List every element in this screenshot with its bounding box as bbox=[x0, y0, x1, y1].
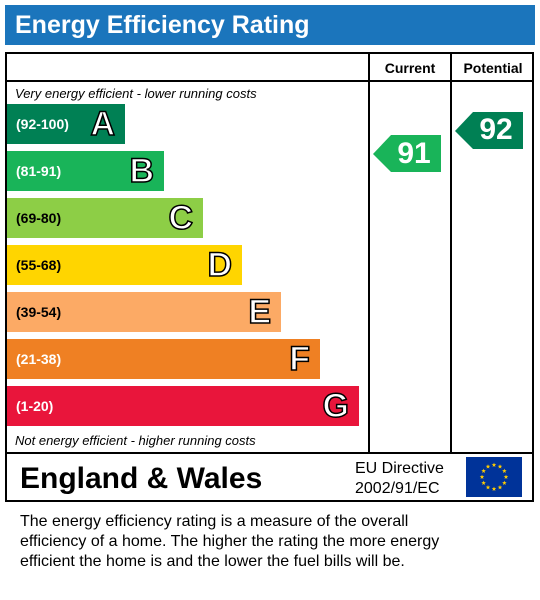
country-label: England & Wales bbox=[20, 462, 263, 495]
current-column-header: Current bbox=[384, 60, 436, 76]
current-rating-value: 91 bbox=[397, 137, 431, 170]
band-letter: C bbox=[168, 198, 194, 238]
band-range-label: (92-100) bbox=[16, 116, 69, 132]
eu-star-icon bbox=[481, 480, 486, 485]
eu-star-icon bbox=[485, 464, 491, 469]
eu-star-icon bbox=[479, 474, 485, 479]
rating-band-e: (39-54) E bbox=[7, 292, 281, 332]
band-letter: D bbox=[207, 245, 233, 285]
eu-star-icon bbox=[491, 462, 497, 467]
band-range-label: (1-20) bbox=[16, 398, 54, 414]
band-letter: A bbox=[90, 104, 116, 144]
eu-star-icon bbox=[481, 468, 486, 473]
rating-band-b: (81-91) B bbox=[7, 151, 164, 191]
potential-rating-value: 92 bbox=[479, 113, 513, 146]
description-line: efficiency of a home. The higher the rat… bbox=[20, 533, 440, 550]
eu-star-icon bbox=[503, 474, 509, 479]
chart-title: Energy Efficiency Rating bbox=[15, 11, 310, 39]
rating-band-a: (92-100) A bbox=[7, 104, 125, 144]
potential-rating-arrow bbox=[455, 112, 523, 149]
rating-description: The energy efficiency rating is a measur… bbox=[20, 512, 530, 572]
potential-column-header: Potential bbox=[463, 60, 523, 76]
eu-star-icon bbox=[491, 486, 497, 491]
current-rating-arrow bbox=[373, 135, 441, 172]
rating-band-f: (21-38) F bbox=[7, 339, 320, 379]
eu-directive-number: 2002/91/EC bbox=[355, 480, 440, 497]
eu-star-icon bbox=[497, 464, 503, 469]
description-line: efficient the home is and the lower the … bbox=[20, 553, 405, 570]
column-header-divider bbox=[5, 80, 534, 82]
eu-flag-icon bbox=[466, 457, 522, 497]
description-line: The energy efficiency rating is a measur… bbox=[20, 513, 409, 530]
band-letter: E bbox=[248, 292, 272, 332]
eu-star-icon bbox=[502, 480, 507, 485]
current-column-divider bbox=[368, 52, 370, 452]
potential-column-divider bbox=[450, 52, 452, 452]
not-efficient-note: Not energy efficient - higher running co… bbox=[15, 433, 256, 448]
eu-directive-label: EU Directive bbox=[355, 460, 444, 477]
band-letter: G bbox=[322, 386, 350, 426]
eu-star-icon bbox=[502, 468, 507, 473]
potential-rating-arrow-shape bbox=[455, 112, 523, 149]
eu-star-icon bbox=[497, 484, 503, 490]
band-range-label: (21-38) bbox=[16, 351, 62, 367]
band-range-label: (55-68) bbox=[16, 257, 62, 273]
rating-band-c: (69-80) C bbox=[7, 198, 203, 238]
eu-star-icon bbox=[485, 484, 491, 490]
rating-table bbox=[5, 52, 534, 502]
very-efficient-note: Very energy efficient - lower running co… bbox=[15, 86, 257, 101]
rating-band-d: (55-68) D bbox=[7, 245, 242, 285]
current-rating-arrow-shape bbox=[373, 135, 441, 172]
footer-divider bbox=[5, 452, 534, 454]
band-range-label: (39-54) bbox=[16, 304, 62, 320]
band-range-label: (81-91) bbox=[16, 163, 62, 179]
band-letter: F bbox=[288, 339, 310, 379]
band-range-label: (69-80) bbox=[16, 210, 62, 226]
band-letter: B bbox=[129, 151, 155, 191]
chart-header: Energy Efficiency Rating bbox=[5, 5, 535, 45]
rating-band-g: (1-20) G bbox=[7, 386, 359, 426]
